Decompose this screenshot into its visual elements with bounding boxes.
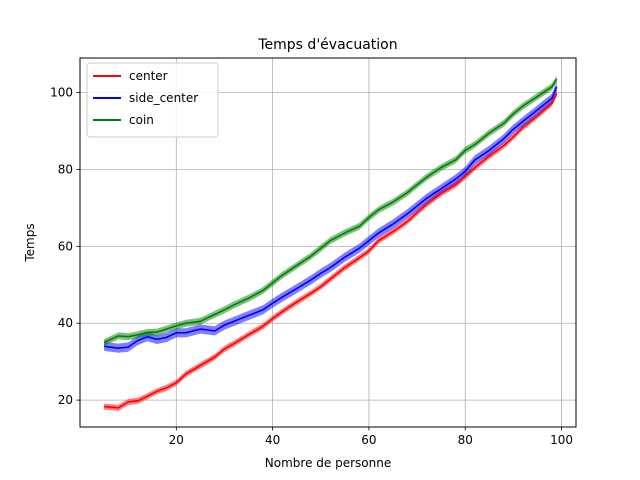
y-tick-label: 100 <box>50 86 73 100</box>
x-tick-label: 60 <box>361 433 376 447</box>
y-tick-label: 60 <box>58 239 73 253</box>
x-tick-label: 100 <box>550 433 573 447</box>
legend-label-side_center: side_center <box>129 91 198 105</box>
series-line-center <box>104 93 558 409</box>
y-tick-label: 20 <box>58 393 73 407</box>
series-line-side_center <box>103 86 558 350</box>
series-lines <box>103 78 558 409</box>
series-line-coin <box>103 78 558 344</box>
legend-label-coin: coin <box>129 113 154 127</box>
chart-title: Temps d'évacuation <box>257 37 397 53</box>
axis-ticks: 20 40 60 80 100 20 40 60 80 100 <box>50 86 573 447</box>
x-tick-label: 20 <box>169 433 184 447</box>
legend-box <box>86 62 219 138</box>
x-tick-label: 40 <box>265 433 280 447</box>
legend-label-center: center <box>129 69 168 83</box>
y-axis-title: Temps <box>23 223 37 262</box>
x-axis-title: Nombre de personne <box>265 456 391 470</box>
y-tick-label: 40 <box>58 316 73 330</box>
x-tick-label: 80 <box>458 433 473 447</box>
y-tick-label: 80 <box>58 162 73 176</box>
plot-frame <box>79 57 577 428</box>
